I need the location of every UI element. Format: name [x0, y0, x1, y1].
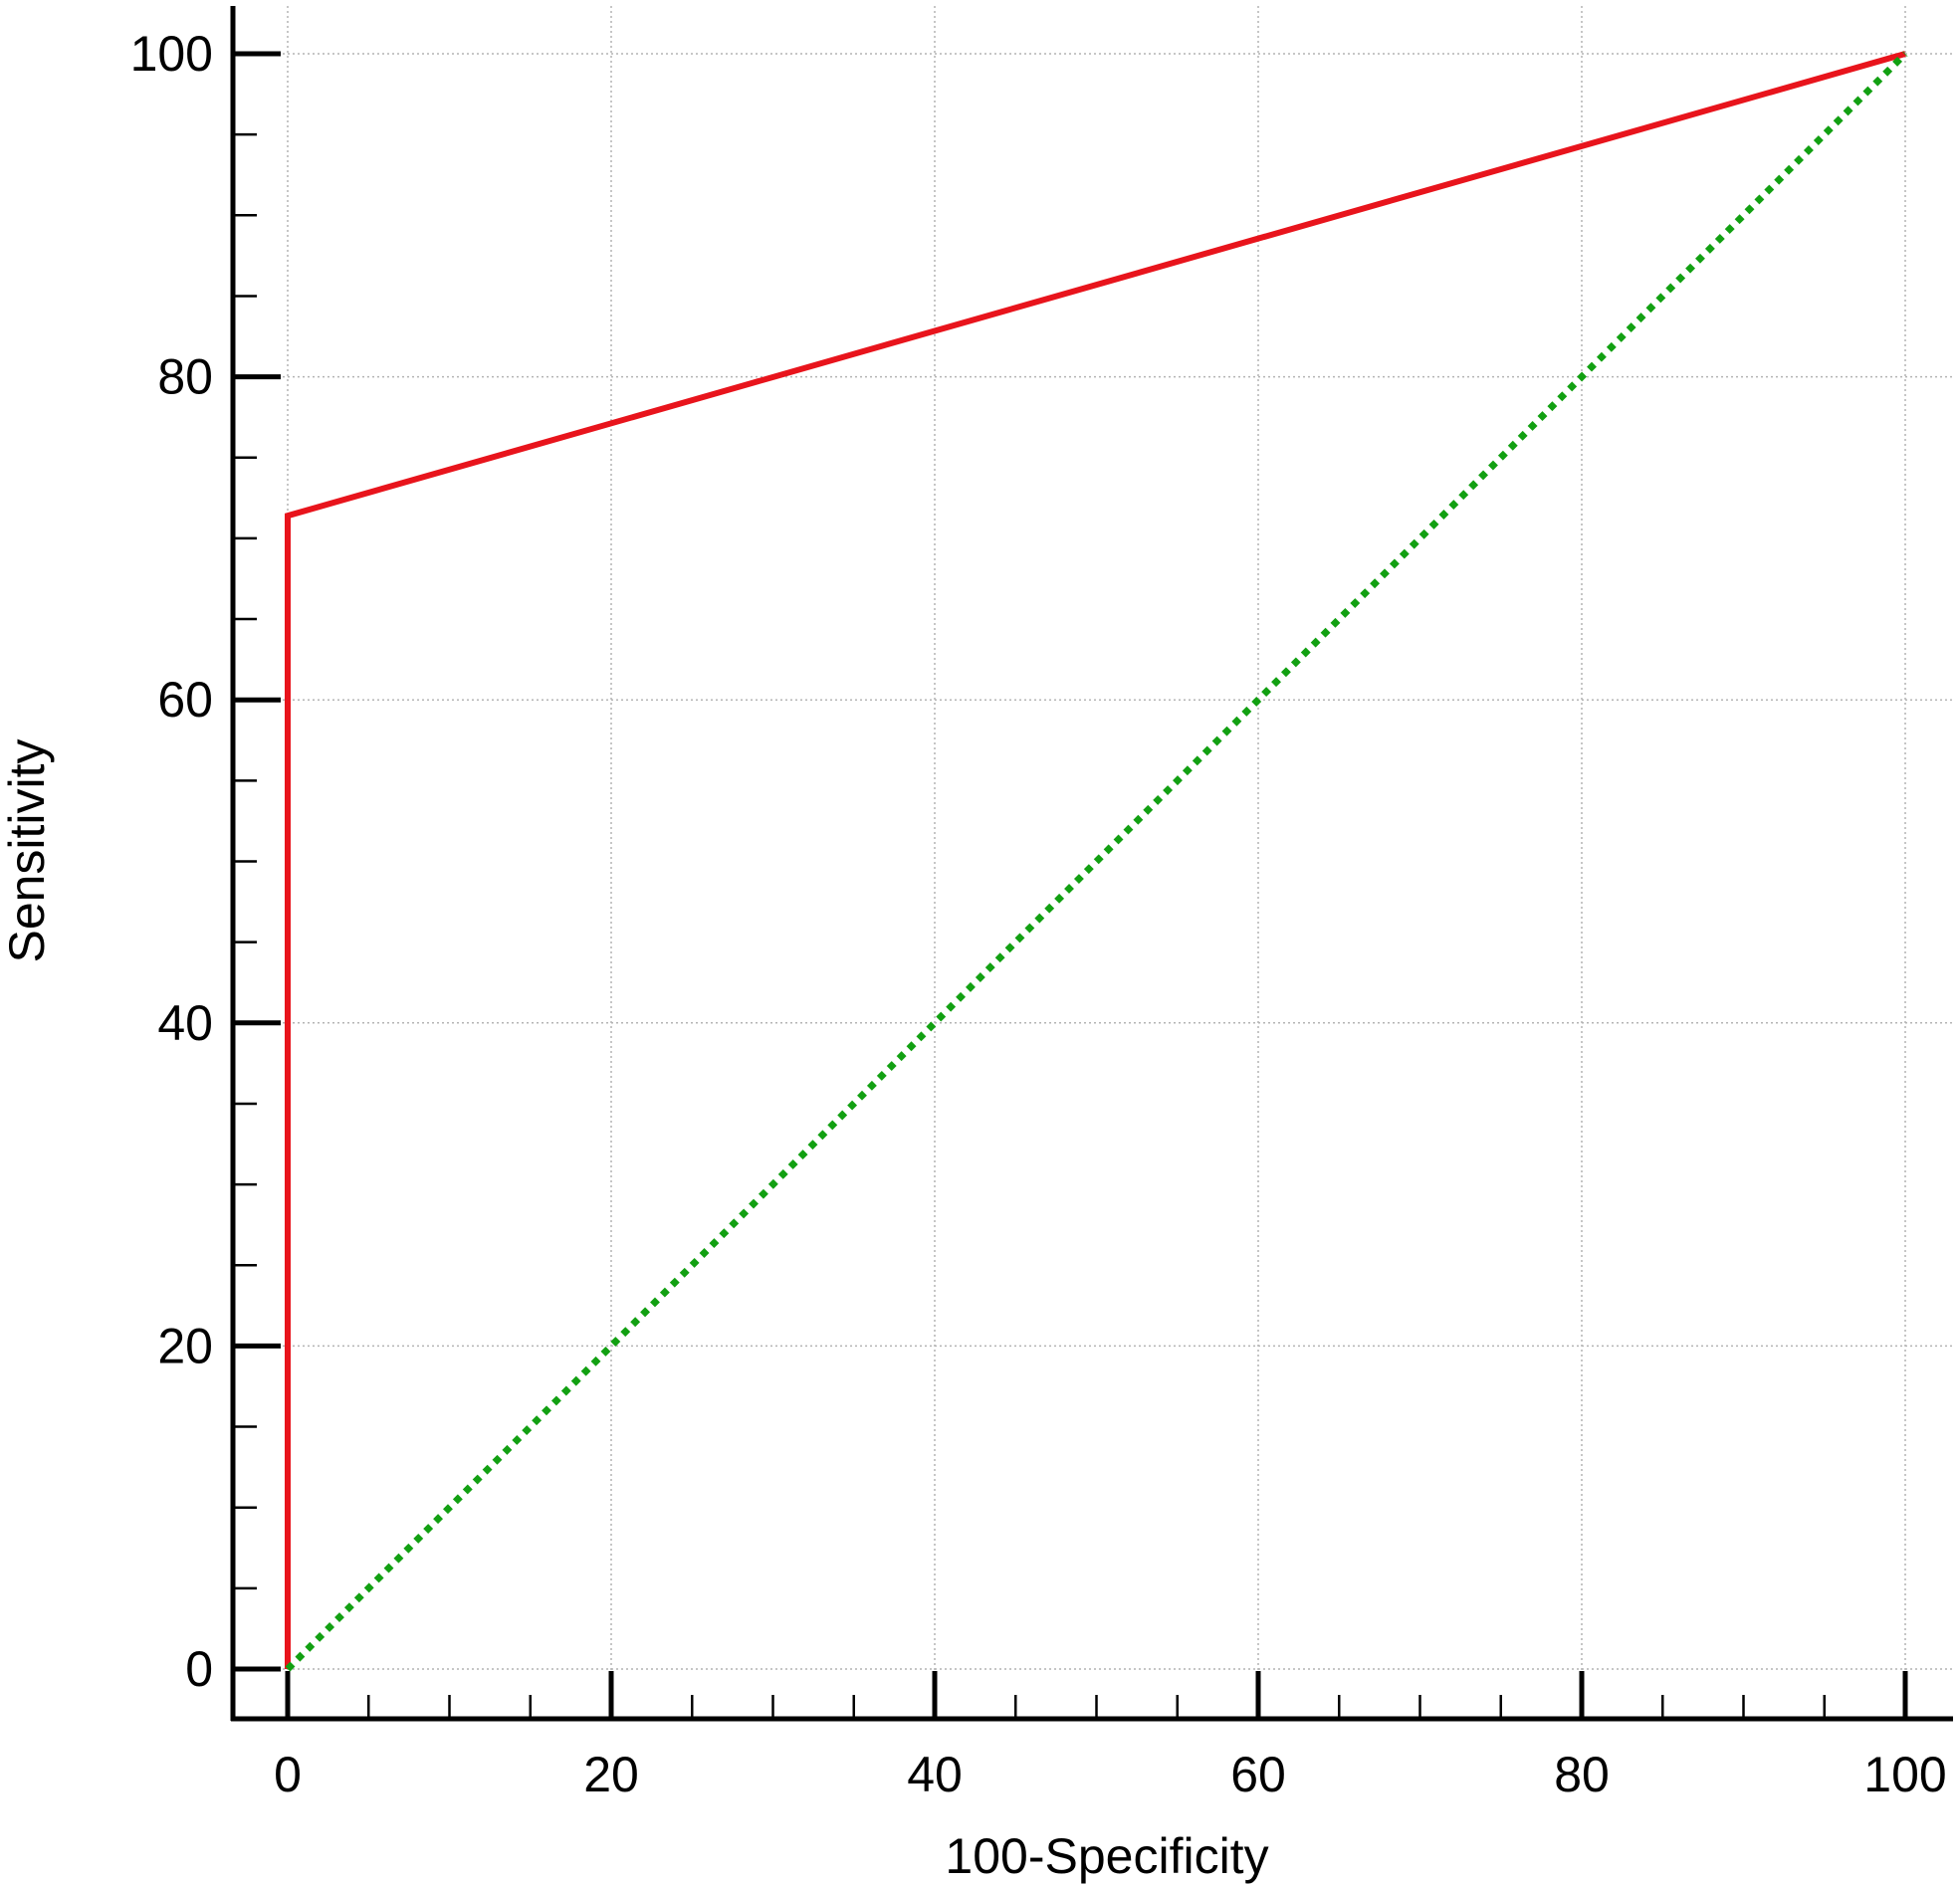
roc-curve-line [285, 51, 1906, 1669]
y-tick-label: 100 [130, 26, 213, 82]
y-axis-title: Sensitivity [0, 738, 55, 962]
y-tick-label: 40 [157, 995, 213, 1051]
x-tick-label: 20 [583, 1747, 639, 1802]
y-tick-label: 60 [157, 672, 213, 728]
x-tick-label: 80 [1554, 1747, 1610, 1802]
axes [230, 6, 1953, 1722]
y-tick-label: 0 [185, 1641, 213, 1697]
x-tick-label: 40 [907, 1747, 963, 1802]
x-axis-title: 100-Specificity [945, 1828, 1268, 1884]
x-tick-label: 0 [274, 1747, 302, 1802]
gridlines [233, 6, 1953, 1719]
tick-labels: 0 20 40 60 80 100 0 20 40 60 80 100 [130, 26, 1947, 1802]
reference-diagonal-line [285, 51, 1908, 1672]
x-tick-label: 100 [1863, 1747, 1946, 1802]
y-tick-label: 20 [157, 1318, 213, 1373]
series [285, 51, 1908, 1672]
x-tick-label: 60 [1230, 1747, 1286, 1802]
y-tick-label: 80 [157, 349, 213, 405]
